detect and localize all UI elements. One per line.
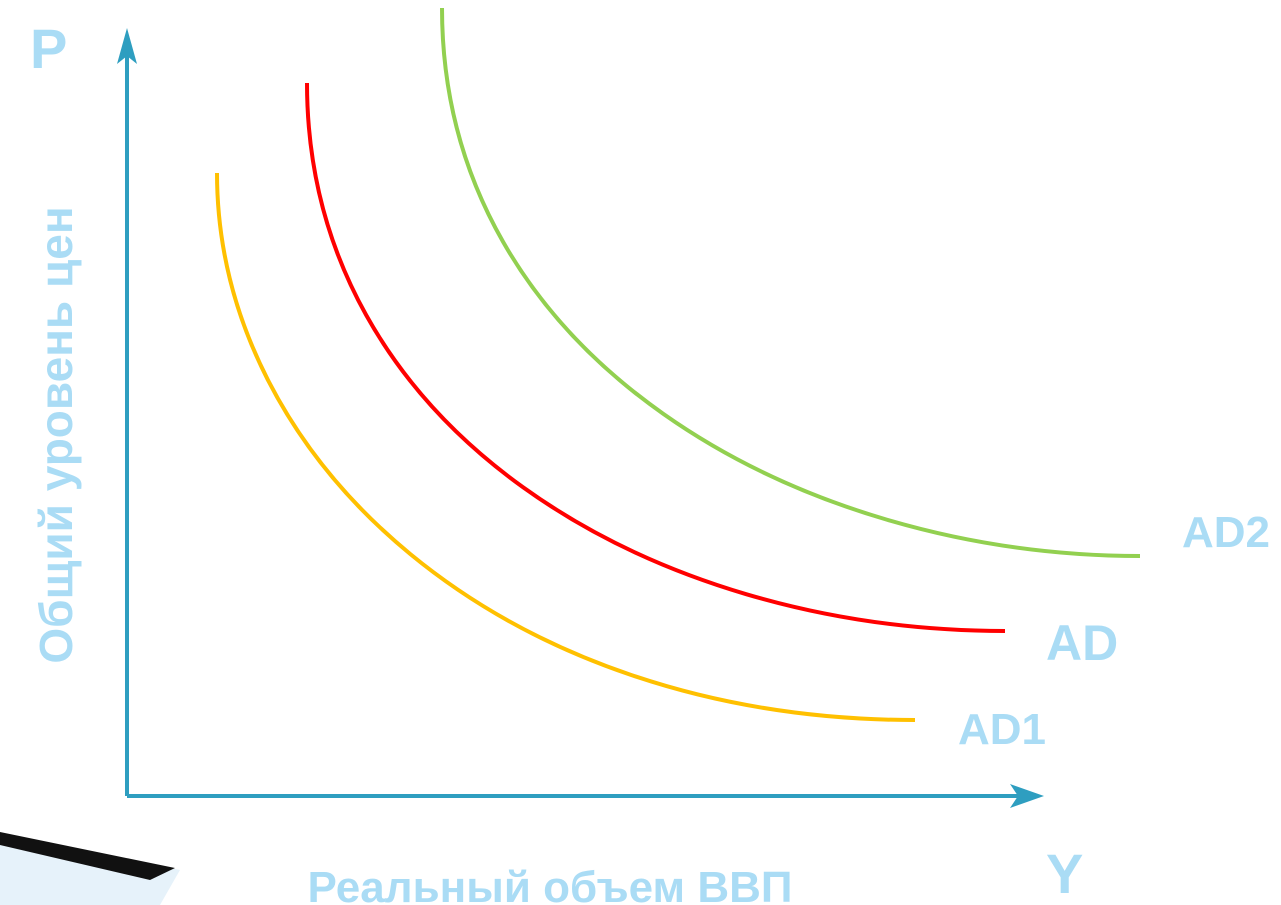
x-label: Реальный объем ВВП — [307, 863, 792, 905]
x-axis-arrow — [1010, 784, 1044, 808]
y-symbol: P — [30, 17, 67, 80]
y-label: Общий уровень цен — [30, 206, 82, 663]
decoration — [0, 832, 180, 905]
demand-curve — [215, 172, 916, 722]
curve-label: AD1 — [958, 705, 1046, 754]
y-axis-arrow — [117, 28, 137, 64]
curve-label: AD2 — [1182, 508, 1270, 557]
demand-curve — [440, 7, 1141, 558]
demand-curve — [305, 82, 1006, 633]
curve-label: AD — [1046, 615, 1118, 671]
x-symbol: Y — [1046, 842, 1083, 905]
